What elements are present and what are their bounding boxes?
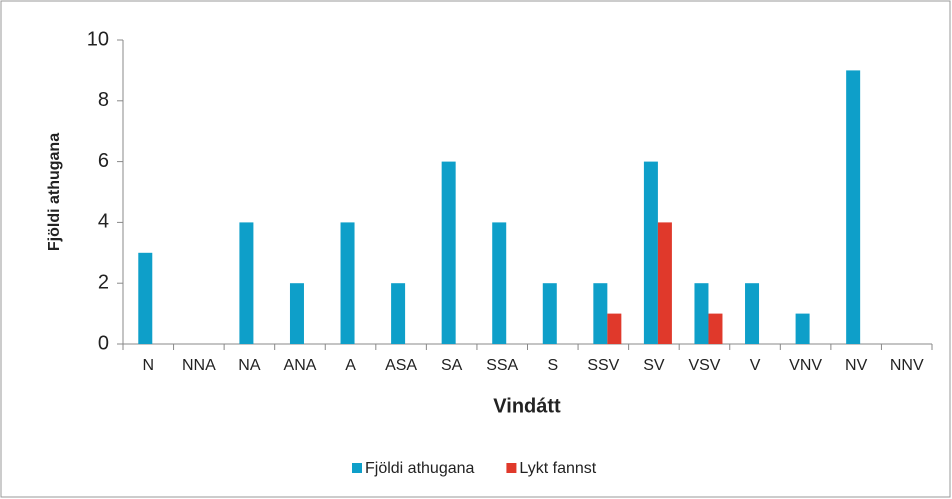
x-tick-label: SSV [587, 357, 619, 374]
y-tick-label: 10 [87, 28, 109, 50]
x-axis-title: Vindátt [493, 395, 561, 417]
legend-swatch [352, 463, 362, 473]
bar [441, 161, 456, 344]
x-tick-label: SA [441, 357, 463, 374]
legend-swatch [506, 463, 517, 473]
y-tick-label: 8 [98, 89, 109, 111]
bar [846, 70, 861, 345]
bar [643, 161, 658, 344]
bar [391, 283, 406, 344]
x-tick-label: NV [845, 357, 868, 374]
x-tick-label: SSA [486, 357, 518, 374]
y-tick-label: 0 [98, 332, 109, 354]
bar [289, 283, 304, 344]
bar [138, 252, 153, 344]
legend-label: Lykt fannst [519, 460, 596, 477]
x-tick-label: N [143, 357, 155, 374]
bar [657, 222, 672, 344]
bar [607, 313, 622, 344]
y-tick-label: 2 [98, 271, 109, 293]
bar [795, 313, 810, 344]
bar [593, 283, 608, 344]
x-tick-label: ANA [284, 357, 317, 374]
x-tick-label: VNV [789, 357, 822, 374]
x-tick-label: VSV [688, 357, 720, 374]
x-tick-label: NNA [182, 357, 216, 374]
x-tick-label: SV [643, 357, 665, 374]
y-tick-label: 6 [98, 150, 109, 172]
bar [239, 222, 254, 344]
bar [542, 283, 557, 344]
bar [745, 283, 760, 344]
bar [340, 222, 355, 344]
x-tick-label: NA [238, 357, 261, 374]
legend-label: Fjöldi athugana [365, 460, 475, 477]
x-tick-label: S [547, 357, 558, 374]
y-axis-title: Fjöldi athugana [46, 133, 63, 251]
bar [492, 222, 507, 344]
x-tick-label: A [345, 357, 356, 374]
y-tick-label: 4 [98, 211, 109, 233]
x-tick-label: V [750, 357, 761, 374]
bar [708, 313, 723, 344]
bar [694, 283, 709, 344]
x-tick-label: ASA [385, 357, 417, 374]
x-tick-label: NNV [890, 357, 924, 374]
